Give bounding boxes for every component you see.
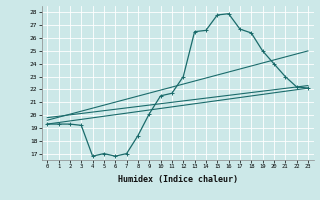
X-axis label: Humidex (Indice chaleur): Humidex (Indice chaleur) [118, 175, 237, 184]
